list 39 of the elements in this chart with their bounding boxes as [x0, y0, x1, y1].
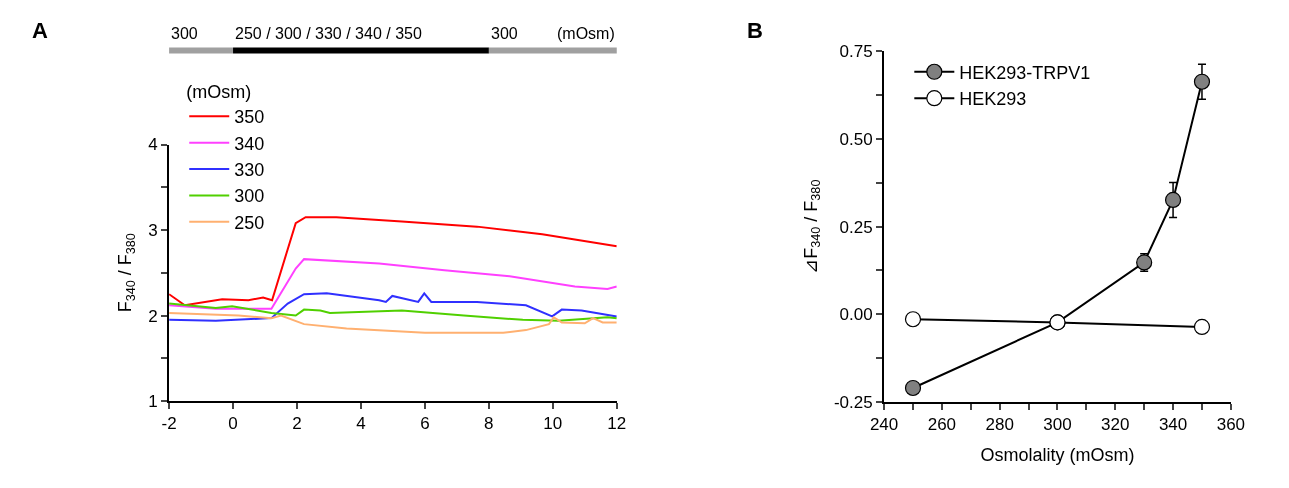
legend-label: 250	[234, 212, 265, 233]
x-tick-label: 6	[420, 414, 430, 434]
y-tick-label: 4	[148, 135, 158, 155]
y-tick-label: 0.25	[839, 217, 873, 237]
y-tick-label: 2	[148, 306, 158, 326]
legend-title: (mOsm)	[186, 82, 252, 103]
legend-label: 300	[234, 186, 265, 207]
y-tick-label: 0.75	[839, 42, 873, 62]
x-tick-label: 280	[985, 415, 1014, 435]
x-tick-label: 260	[927, 415, 957, 435]
x-axis-title: Osmolality (mOsm)	[980, 445, 1135, 466]
x-tick-label: 4	[356, 414, 366, 434]
chart-title: B	[747, 18, 763, 43]
y-tick-label: -0.25	[833, 392, 873, 412]
x-tick-label: 300	[1043, 415, 1072, 435]
legend-label: 340	[234, 133, 265, 154]
y-tick-label: 0.00	[839, 305, 873, 325]
text: 300	[171, 25, 198, 42]
y-tick-label: 0.50	[839, 129, 873, 149]
x-tick-label: 12	[607, 414, 627, 434]
chart-title: A	[32, 18, 48, 43]
text: 250 / 300 / 330 / 340 / 350	[235, 25, 422, 42]
x-tick-label: 320	[1101, 415, 1130, 435]
text: (mOsm)	[557, 25, 615, 42]
x-tick-label: -2	[161, 414, 177, 434]
x-tick-label: 2	[292, 414, 302, 434]
text: 300	[491, 25, 518, 42]
y-tick-label: 3	[148, 221, 158, 240]
legend-label: HEK293-TRPV1	[959, 62, 1091, 83]
legend-label: 350	[234, 107, 265, 128]
x-tick-label: 10	[543, 414, 563, 434]
x-tick-label: 340	[1158, 415, 1188, 435]
y-tick-label: 1	[148, 392, 158, 412]
legend-label: HEK293	[959, 89, 1027, 110]
x-tick-label: 8	[484, 414, 494, 434]
legend-label: 330	[234, 160, 265, 181]
x-tick-label: 360	[1216, 415, 1246, 435]
x-tick-label: 240	[869, 415, 899, 435]
x-tick-label: 0	[228, 414, 238, 434]
